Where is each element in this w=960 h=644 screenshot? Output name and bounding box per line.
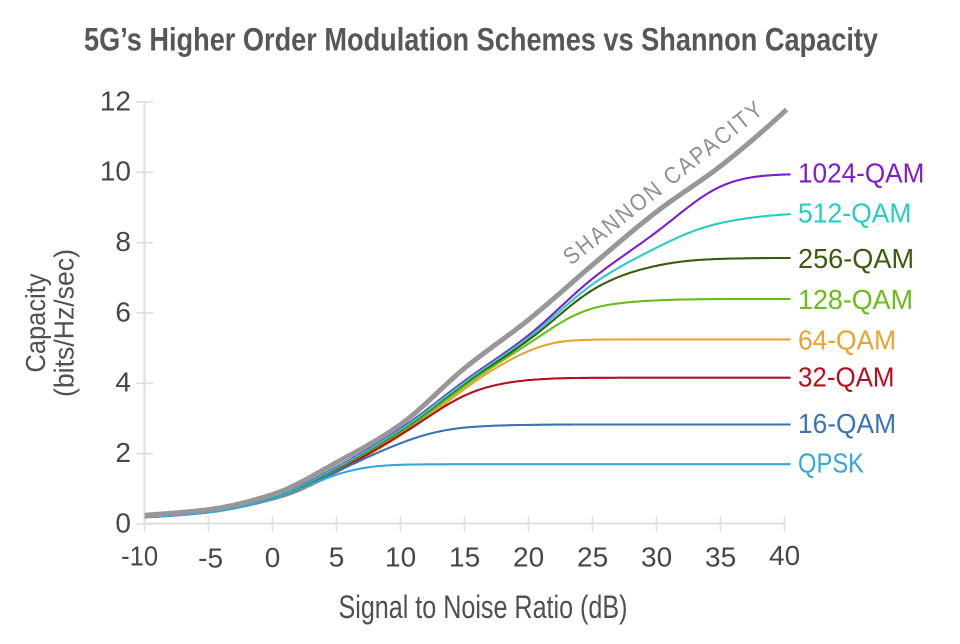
svg-text:5: 5: [329, 542, 345, 573]
svg-text:40: 40: [769, 540, 800, 571]
svg-text:12: 12: [100, 85, 131, 116]
svg-text:20: 20: [513, 542, 544, 573]
svg-text:25: 25: [577, 542, 608, 573]
svg-text:5G’s Higher Order Modulation S: 5G’s Higher Order Modulation Schemes vs …: [84, 22, 878, 58]
svg-text:2: 2: [115, 437, 131, 468]
svg-text:256-QAM: 256-QAM: [798, 243, 914, 274]
svg-text:0: 0: [265, 542, 281, 573]
svg-text:4: 4: [115, 367, 131, 398]
svg-text:15: 15: [449, 542, 480, 573]
svg-text:-10: -10: [121, 541, 158, 572]
svg-text:Capacity: Capacity: [20, 274, 51, 373]
svg-text:35: 35: [705, 542, 736, 573]
svg-text:10: 10: [385, 542, 416, 573]
svg-text:512-QAM: 512-QAM: [798, 197, 912, 228]
svg-text:64-QAM: 64-QAM: [798, 324, 896, 355]
svg-text:128-QAM: 128-QAM: [798, 284, 913, 315]
svg-text:(bits/Hz/sec): (bits/Hz/sec): [49, 249, 80, 397]
svg-text:16-QAM: 16-QAM: [798, 408, 896, 439]
svg-text:30: 30: [641, 542, 672, 573]
svg-text:-5: -5: [198, 543, 223, 574]
svg-text:10: 10: [100, 156, 131, 187]
svg-text:8: 8: [115, 226, 131, 257]
svg-text:1024-QAM: 1024-QAM: [798, 158, 924, 189]
svg-text:QPSK: QPSK: [798, 448, 864, 479]
svg-text:32-QAM: 32-QAM: [798, 361, 895, 392]
svg-text:0: 0: [115, 507, 131, 538]
svg-text:6: 6: [115, 296, 131, 327]
svg-text:Signal to Noise Ratio (dB): Signal to Noise Ratio (dB): [339, 589, 628, 625]
